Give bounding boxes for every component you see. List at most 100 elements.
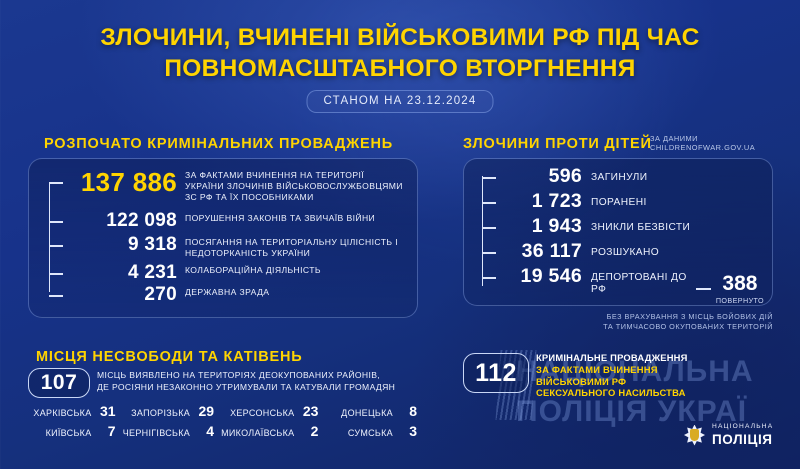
section-heading-detention: МІСЦЯ НЕСВОБОДИ ТА КАТІВЕНЬ — [36, 349, 303, 365]
children-footnote-line2: ТА ТИМЧАСОВО ОКУПОВАНИХ ТЕРИТОРІЙ — [603, 321, 773, 331]
region-value: 23 — [302, 403, 319, 419]
region-name: КИЇВСЬКА — [45, 428, 92, 438]
detention-description: МІСЦЬ ВИЯВЛЕНО НА ТЕРИТОРІЯХ ДЕОКУПОВАНИ… — [97, 370, 427, 393]
stat-row: 270 ДЕРЖАВНА ЗРАДА — [49, 285, 405, 304]
region-item: ХЕРСОНСЬКА 23 — [221, 403, 325, 419]
region-item: ХАРКІВСЬКА 31 — [24, 403, 123, 419]
stat-row: 1 943 ЗНИКЛИ БЕЗВІСТИ — [482, 215, 772, 237]
region-value: 29 — [198, 403, 215, 419]
row-tick — [49, 245, 63, 247]
region-item: СУМСЬКА 3 — [325, 423, 424, 439]
panel-criminal-proceedings: 137 886 ЗА ФАКТАМИ ВЧИНЕННЯ НА ТЕРИТОРІЇ… — [28, 158, 418, 318]
stat-label: ЗА ФАКТАМИ ВЧИНЕННЯ НА ТЕРИТОРІЇ УКРАЇНИ… — [185, 170, 403, 202]
page-title-line1: ЗЛОЧИНИ, ВЧИНЕНІ ВІЙСЬКОВИМИ РФ ПІД ЧАС — [100, 24, 700, 51]
stat-label: КОЛАБОРАЦІЙНА ДІЯЛЬНІСТЬ — [185, 265, 321, 275]
bracket-proceedings — [49, 182, 50, 292]
stat-value: 36 117 — [521, 240, 582, 262]
region-item: КИЇВСЬКА 7 — [24, 423, 123, 439]
returned-value: 388 — [722, 272, 758, 295]
stat-row: 36 117 РОЗШУКАНО — [482, 240, 772, 262]
stat-row: 596 ЗАГИНУЛИ — [482, 165, 772, 187]
stat-value: 1 723 — [531, 190, 582, 212]
region-item: МИКОЛАЇВСЬКА 2 — [221, 423, 325, 439]
region-value: 8 — [409, 403, 417, 419]
police-star-icon — [684, 424, 705, 446]
as-of-date-badge: СТАНОМ НА 23.12.2024 — [306, 90, 494, 113]
region-name: ДОНЕЦЬКА — [341, 408, 393, 418]
stat-value: 4 231 — [127, 262, 177, 283]
stat-label: ДЕРЖАВНА ЗРАДА — [185, 287, 270, 297]
page-title: ЗЛОЧИНИ, ВЧИНЕНІ ВІЙСЬКОВИМИ РФ ПІД ЧАС … — [0, 22, 800, 84]
row-tick — [482, 202, 496, 204]
national-police-logo: НАЦІОНАЛЬНА ПОЛІЦІЯ — [684, 423, 774, 447]
stat-row: 122 098 ПОРУШЕННЯ ЗАКОНІВ ТА ЗВИЧАЇВ ВІЙ… — [49, 211, 405, 230]
sexual-violence-description: КРИМІНАЛЬНЕ ПРОВАДЖЕННЯ ЗА ФАКТАМИ ВЧИНЕ… — [536, 352, 786, 399]
row-tick — [482, 252, 496, 254]
children-source: ЗА ДАНИМИ CHILDRENOFWAR.GOV.UA — [650, 134, 755, 152]
sexual-violence-line-yellow3: СЕКСУАЛЬНОГО НАСИЛЬСТВА — [536, 387, 686, 399]
region-value: 2 — [310, 423, 319, 439]
row-tick — [482, 277, 496, 279]
row-tick — [49, 273, 63, 275]
region-name: ЗАПОРІЗЬКА — [131, 408, 191, 418]
section-heading-children: ЗЛОЧИНИ ПРОТИ ДІТЕЙ — [463, 136, 652, 152]
stat-label: ЗНИКЛИ БЕЗВІСТИ — [591, 222, 691, 233]
region-name: МИКОЛАЇВСЬКА — [221, 428, 295, 438]
region-name: ЧЕРНІГІВСЬКА — [122, 428, 191, 438]
returned-children-stat: 388 ПОВЕРНУТО — [695, 272, 764, 305]
stat-label: ПОРУШЕННЯ ЗАКОНІВ ТА ЗВИЧАЇВ ВІЙНИ — [185, 213, 376, 223]
logo-line-bottom: ПОЛІЦІЯ — [712, 431, 773, 447]
children-footnote-line1: БЕЗ ВРАХУВАННЯ З МІСЦЬ БОЙОВИХ ДІЙ — [606, 312, 773, 321]
region-value: 3 — [409, 423, 417, 439]
stat-label: ПОРАНЕНІ — [591, 197, 647, 208]
sexual-violence-line-white: КРИМІНАЛЬНЕ ПРОВАДЖЕННЯ — [536, 352, 688, 363]
stat-row: 4 231 КОЛАБОРАЦІЙНА ДІЯЛЬНІСТЬ — [49, 263, 405, 282]
stat-label: ДЕПОРТОВАНІ ДО РФ — [591, 272, 687, 295]
stat-value: 596 — [548, 165, 582, 187]
regions-grid: ХАРКІВСЬКА 31 ЗАПОРІЗЬКА 29 ХЕРСОНСЬКА 2… — [24, 403, 424, 439]
region-name: ХЕРСОНСЬКА — [230, 408, 295, 418]
region-value: 4 — [206, 423, 215, 439]
stat-row: 137 886 ЗА ФАКТАМИ ВЧИНЕННЯ НА ТЕРИТОРІЇ… — [49, 169, 405, 203]
region-value: 31 — [99, 403, 116, 419]
region-item: ЗАПОРІЗЬКА 29 — [123, 403, 222, 419]
region-name: ХАРКІВСЬКА — [33, 408, 92, 418]
returned-caption: ПОВЕРНУТО — [715, 296, 764, 305]
sexual-violence-line-yellow1: ЗА ФАКТАМИ ВЧИНЕННЯ — [536, 363, 658, 375]
bracket-children — [482, 176, 483, 286]
stat-label: ЗАГИНУЛИ — [591, 172, 648, 183]
children-footnote: БЕЗ ВРАХУВАННЯ З МІСЦЬ БОЙОВИХ ДІЙ ТА ТИ… — [463, 312, 773, 331]
row-tick — [49, 221, 63, 223]
children-source-line1: ЗА ДАНИМИ — [650, 134, 698, 143]
stat-row: 19 546 ДЕПОРТОВАНІ ДО РФ — [482, 265, 692, 296]
region-item: ЧЕРНІГІВСЬКА 4 — [123, 423, 222, 439]
stat-row: 9 318 ПОСЯГАННЯ НА ТЕРИТОРІАЛЬНУ ЦІЛІСНІ… — [49, 235, 405, 259]
children-source-line2: CHILDRENOFWAR.GOV.UA — [650, 143, 756, 152]
stat-row: 1 723 ПОРАНЕНІ — [482, 190, 772, 212]
stat-label: РОЗШУКАНО — [591, 247, 660, 258]
detention-count-badge: 107 — [28, 368, 90, 398]
row-tick — [49, 295, 63, 297]
page-title-line2: ПОВНОМАСШТАБНОГО ВТОРГНЕННЯ — [164, 55, 636, 82]
row-tick — [49, 182, 63, 184]
returned-connector — [695, 288, 711, 290]
region-item: ДОНЕЦЬКА 8 — [325, 403, 424, 419]
detention-description-line1: МІСЦЬ ВИЯВЛЕНО НА ТЕРИТОРІЯХ ДЕОКУПОВАНИ… — [97, 370, 381, 380]
region-value: 7 — [107, 423, 116, 439]
stat-value: 270 — [144, 284, 177, 305]
row-tick — [482, 227, 496, 229]
stat-value: 1 943 — [531, 215, 582, 237]
logo-line-top: НАЦІОНАЛЬНА — [712, 423, 774, 430]
row-tick — [482, 177, 496, 179]
stat-label: ПОСЯГАННЯ НА ТЕРИТОРІАЛЬНУ ЦІЛІСНІСТЬ І … — [185, 237, 398, 258]
sexual-violence-count-badge: 112 — [463, 353, 529, 393]
stat-value: 19 546 — [520, 265, 582, 287]
stat-value: 9 318 — [127, 234, 177, 255]
sexual-violence-line-yellow2: ВІЙСЬКОВИМИ РФ — [536, 375, 627, 387]
region-name: СУМСЬКА — [347, 428, 393, 438]
detention-description-line2: ДЕ РОСІЯНИ НЕЗАКОННО УТРИМУВАЛИ ТА КАТУВ… — [97, 381, 396, 392]
panel-crimes-against-children: 596 ЗАГИНУЛИ 1 723 ПОРАНЕНІ 1 943 ЗНИКЛИ… — [463, 158, 773, 306]
shield-shape — [690, 428, 699, 441]
stat-value: 137 886 — [80, 167, 177, 197]
